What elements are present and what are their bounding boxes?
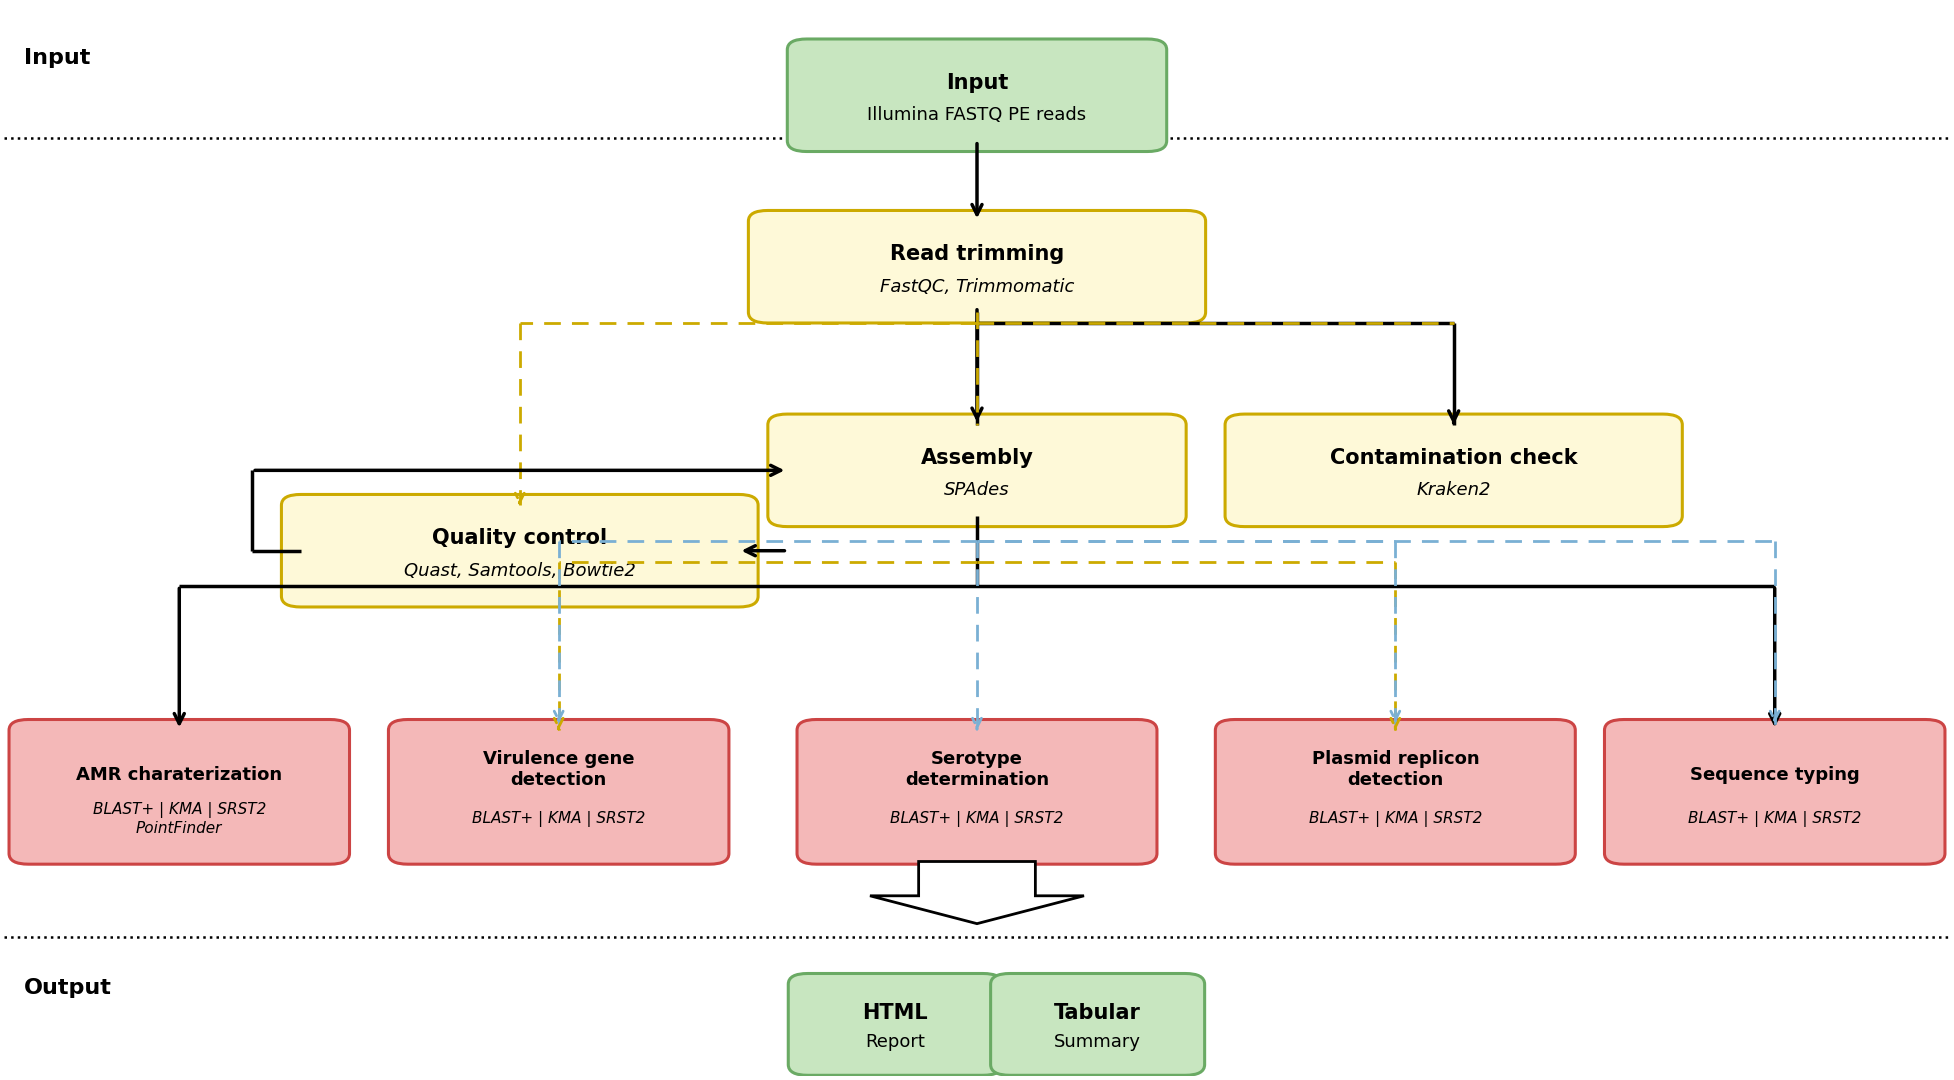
Text: Quast, Samtools, Bowtie2: Quast, Samtools, Bowtie2 [404, 562, 635, 580]
FancyBboxPatch shape [281, 495, 758, 607]
Text: BLAST+ | KMA | SRST2
PointFinder: BLAST+ | KMA | SRST2 PointFinder [92, 802, 266, 836]
Text: Tabular: Tabular [1055, 1003, 1141, 1023]
Text: AMR charaterization: AMR charaterization [76, 766, 281, 784]
Text: SPAdes: SPAdes [944, 482, 1010, 499]
FancyBboxPatch shape [1215, 719, 1575, 864]
Text: Plasmid replicon
detection: Plasmid replicon detection [1311, 751, 1479, 789]
Text: BLAST+ | KMA | SRST2: BLAST+ | KMA | SRST2 [473, 811, 645, 827]
Text: BLAST+ | KMA | SRST2: BLAST+ | KMA | SRST2 [1688, 811, 1862, 827]
Text: Summary: Summary [1053, 1034, 1141, 1051]
FancyBboxPatch shape [389, 719, 729, 864]
Text: BLAST+ | KMA | SRST2: BLAST+ | KMA | SRST2 [891, 811, 1063, 827]
FancyBboxPatch shape [1225, 414, 1682, 527]
FancyBboxPatch shape [1604, 719, 1944, 864]
Text: Report: Report [866, 1034, 926, 1051]
Text: Assembly: Assembly [920, 447, 1034, 468]
Text: HTML: HTML [862, 1003, 928, 1023]
Text: Virulence gene
detection: Virulence gene detection [483, 751, 635, 789]
FancyBboxPatch shape [787, 39, 1167, 151]
FancyBboxPatch shape [797, 719, 1157, 864]
FancyBboxPatch shape [10, 719, 350, 864]
Text: FastQC, Trimmomatic: FastQC, Trimmomatic [879, 278, 1075, 296]
FancyBboxPatch shape [748, 211, 1206, 323]
Text: Kraken2: Kraken2 [1417, 482, 1491, 499]
Text: Input: Input [946, 72, 1008, 93]
Text: Sequence typing: Sequence typing [1690, 766, 1860, 784]
FancyBboxPatch shape [787, 973, 1002, 1076]
FancyBboxPatch shape [991, 973, 1206, 1076]
FancyBboxPatch shape [768, 414, 1186, 527]
Polygon shape [870, 862, 1084, 923]
Text: Read trimming: Read trimming [889, 244, 1065, 264]
Text: Serotype
determination: Serotype determination [905, 751, 1049, 789]
Text: BLAST+ | KMA | SRST2: BLAST+ | KMA | SRST2 [1309, 811, 1481, 827]
Text: Contamination check: Contamination check [1331, 447, 1577, 468]
Text: Quality control: Quality control [432, 528, 608, 548]
Text: Illumina FASTQ PE reads: Illumina FASTQ PE reads [868, 106, 1086, 124]
Text: Input: Input [23, 48, 90, 68]
Text: Output: Output [23, 978, 111, 998]
